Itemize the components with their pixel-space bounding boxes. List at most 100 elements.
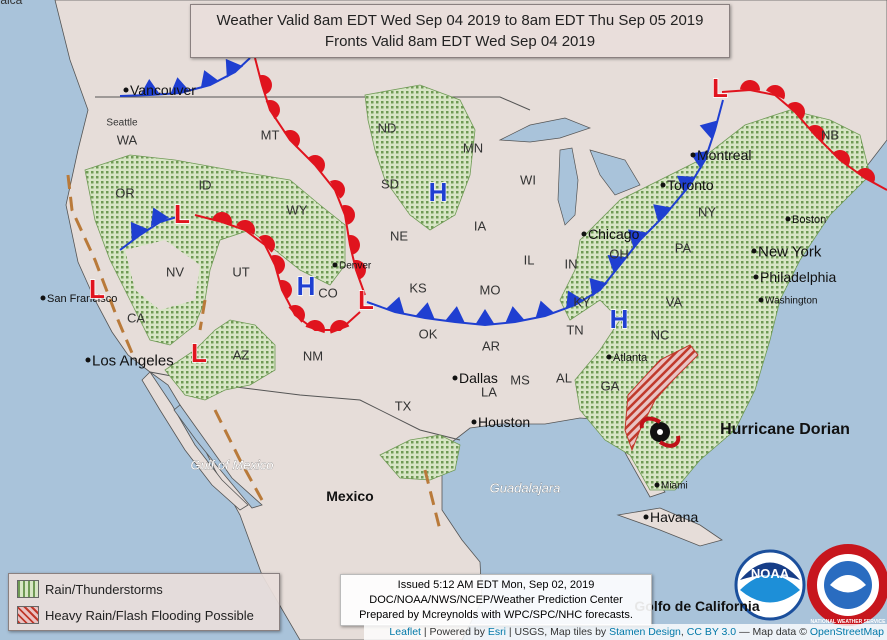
place-label: MS [510,373,530,388]
city-dot [751,248,757,254]
issued-line: DOC/NOAA/NWS/NCEP/Weather Prediction Cen… [369,594,623,606]
nws-logo [807,544,887,626]
gulf-of-california [173,404,263,509]
attr-text: | Powered by [423,626,485,638]
place-label: NE [390,229,408,244]
city-label: Philadelphia [760,269,836,285]
attr-link[interactable]: OpenStreetMap [809,626,884,638]
city-label: Boston [792,214,826,226]
place-label: GA [601,379,620,394]
city-dot [654,482,660,488]
place-label: NM [303,349,323,364]
city-dot [123,87,129,93]
city-label: Denver [339,261,372,272]
place-label: NC [651,328,670,343]
attribution: Leaflet | Powered by Esri | USGS, Map ti… [364,624,887,640]
legend: Rain/Thunderstorms Heavy Rain/Flash Floo… [8,573,280,631]
place-label: NV [166,265,184,280]
place-label: CO [318,286,338,301]
noaa-logo [734,549,806,621]
place-label: WA [117,133,138,148]
legend-label: Rain/Thunderstorms [45,581,163,597]
place-label: AR [482,339,500,354]
place-label: PA [675,241,692,256]
baja [141,371,249,511]
place-label: WI [520,173,536,188]
place-label: OH [609,247,629,262]
flood-area [624,344,699,452]
pressure-center: L [89,274,105,304]
city-dot [332,262,338,268]
pressure-center: H [297,271,316,301]
city-label: Vancouver [130,82,196,98]
city-dot [643,514,649,520]
attr-link[interactable]: CC BY 3.0 [686,626,737,638]
legend-item: Rain/Thunderstorms [17,578,279,600]
city-label: Los Angeles [92,352,174,369]
issued-line: Issued 5:12 AM EDT Mon, Sep 02, 2019 [397,579,595,591]
place-label: LA [481,385,497,400]
place-label: ID [199,178,212,193]
dryline [66,174,442,531]
place-label: ND [378,121,397,136]
place-label: SD [381,177,399,192]
storm-label: Hurricane Dorian [720,421,850,438]
city-label: Washington [765,296,817,307]
place-label: VA [666,295,683,310]
city-dot [471,419,477,425]
header-line: Weather Valid 8am EDT Wed Sep 04 2019 to… [216,12,704,29]
place-label: IN [565,257,578,272]
attr-text: — Map data © [739,626,807,638]
city-label: Miami [661,481,688,492]
place-label: NB [821,128,839,143]
attr-text: , [680,626,684,638]
pressure-center: L [712,73,728,103]
city-dot [753,274,759,280]
pressure-center: L [191,338,207,368]
city-dot [758,297,764,303]
city-dot [452,375,458,381]
place-label: AL [556,371,572,386]
place-label: UT [232,265,249,280]
place-label: MO [480,283,501,298]
place-label: CA [127,311,145,326]
city-label: San Francisco [47,293,117,305]
legend-swatch [17,580,39,598]
place-label: TN [566,323,583,338]
logo-text: NOAA [751,566,790,581]
city-dot [581,231,587,237]
hurricane-symbol [639,416,681,448]
place-label: IA [474,219,487,234]
place-label: WY [287,203,308,218]
place-label: Jamaica [0,0,23,7]
place-label: Mexico [326,488,373,504]
city-label: Dallas [459,370,498,386]
place-label: IL [524,253,535,268]
attr-link[interactable]: Esri [487,626,506,638]
city-label: Atlanta [613,352,648,364]
rain-cutout [125,240,200,310]
place-label: KY [573,295,591,310]
legend-item: Heavy Rain/Flash Flooding Possible [17,604,279,626]
city-dot [660,182,666,188]
issued-box: Issued 5:12 AM EDT Mon, Sep 02, 2019 DOC… [340,574,652,626]
legend-label: Heavy Rain/Flash Flooding Possible [45,607,254,623]
attr-text: | USGS, Map tiles by [508,626,607,638]
water-label: Gulf of Mexico [190,458,273,473]
place-label: MN [463,141,483,156]
legend-swatch [17,606,39,624]
pressure-center: L [358,285,374,315]
logo-text: NATIONAL WEATHER SERVICE [811,619,887,625]
attr-link[interactable]: Stamen Design [609,626,681,638]
city-dot [606,354,612,360]
city-dot [85,357,91,363]
issued-line: Prepared by Mcreynolds with WPC/SPC/NHC … [359,609,633,621]
place-label: AZ [233,348,250,363]
city-label: Havana [650,509,698,525]
place-label: Seattle [106,118,138,129]
attr-link[interactable]: Leaflet [389,626,421,638]
place-label: OK [419,327,438,342]
pressure-center: L [174,199,190,229]
